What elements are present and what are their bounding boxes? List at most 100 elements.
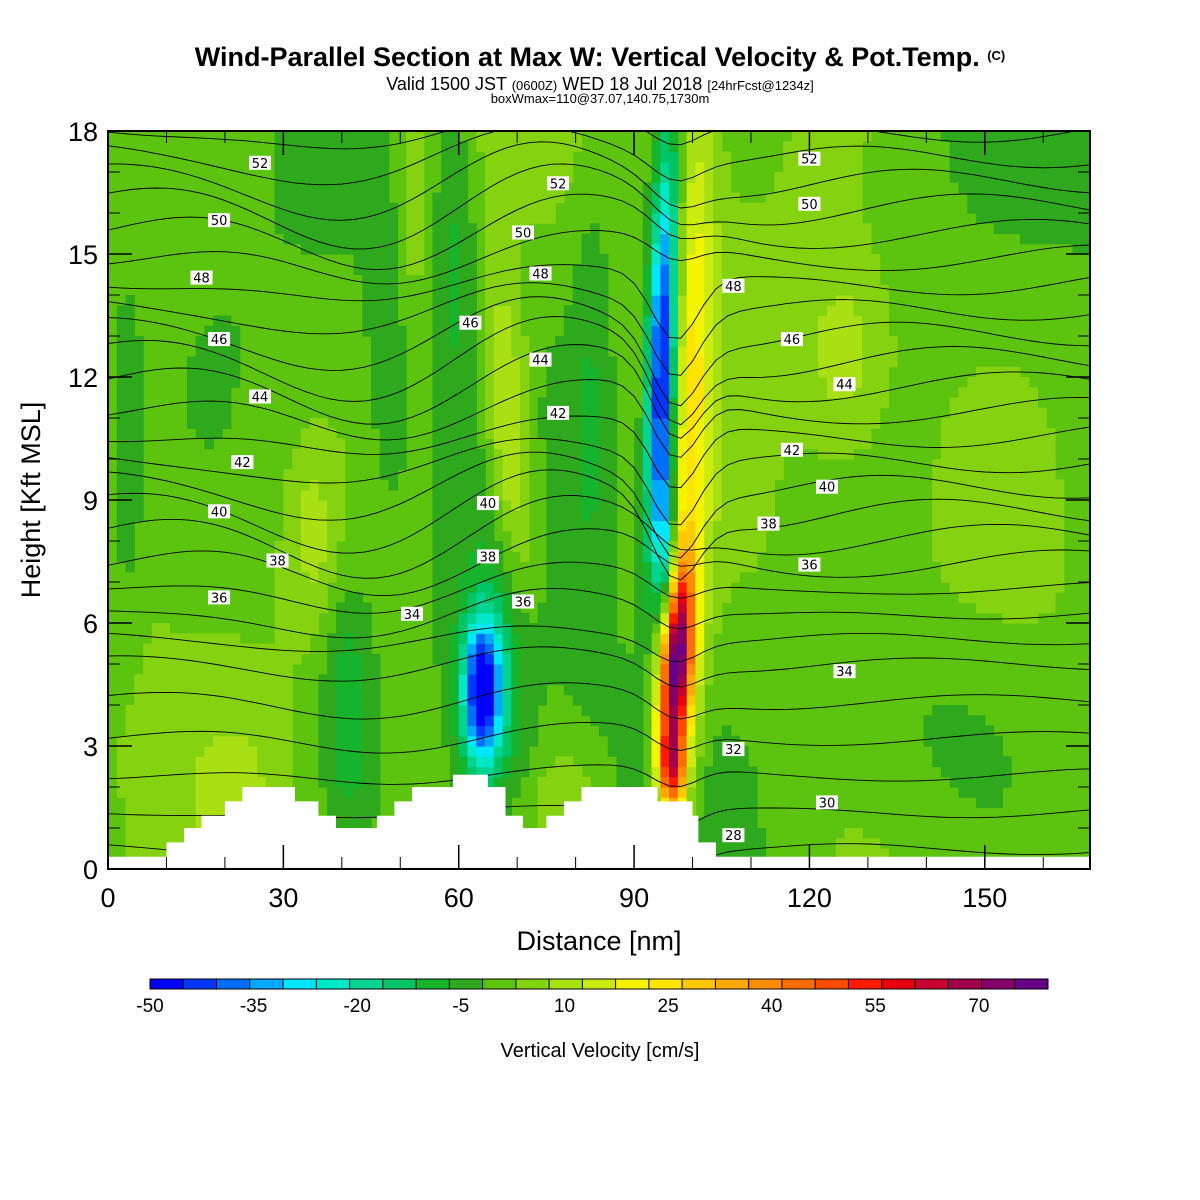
w-cell: [300, 612, 311, 624]
w-cell: [476, 541, 486, 552]
w-cell: [318, 418, 328, 429]
w-cell: [371, 653, 381, 665]
isentrope-line: [108, 721, 1090, 754]
w-cell: [555, 141, 565, 153]
w-cell: [151, 756, 162, 768]
w-cell: [704, 766, 714, 778]
w-cell: [642, 592, 653, 604]
w-cell: [441, 551, 451, 563]
w-cell: [520, 397, 530, 409]
w-cell: [677, 305, 688, 317]
w-cell: [493, 725, 504, 737]
w-cell: [134, 828, 144, 839]
w-cell: [458, 684, 469, 696]
w-cell: [116, 366, 127, 378]
w-cell: [791, 274, 802, 286]
w-cell: [967, 418, 977, 429]
w-cell: [432, 623, 442, 634]
w-cell: [485, 510, 495, 522]
w-cell: [336, 612, 346, 624]
w-cell: [599, 694, 609, 706]
w-cell: [677, 787, 688, 798]
w-cell: [292, 602, 302, 614]
w-cell: [870, 315, 881, 327]
w-cell: [870, 284, 881, 296]
w-cell: [116, 735, 127, 747]
w-cell: [432, 295, 442, 306]
w-cell: [669, 469, 679, 481]
w-cell: [511, 428, 521, 440]
w-cell: [984, 500, 995, 511]
w-cell: [563, 674, 574, 686]
w-cell: [336, 192, 346, 204]
w-cell: [537, 664, 547, 675]
w-cell: [476, 489, 486, 501]
w-cell: [520, 407, 530, 419]
w-cell: [283, 694, 293, 706]
w-cell: [169, 787, 179, 798]
w-cell: [862, 377, 872, 388]
w-cell: [116, 346, 127, 358]
w-cell: [458, 243, 469, 255]
w-cell: [336, 776, 346, 788]
w-cell: [555, 602, 565, 614]
w-cell: [713, 530, 723, 542]
w-cell: [336, 643, 346, 655]
w-cell: [642, 489, 653, 501]
w-cell: [967, 530, 977, 542]
w-cell: [344, 233, 355, 245]
w-cell: [949, 141, 960, 153]
w-cell: [520, 612, 530, 624]
w-cell: [336, 438, 346, 450]
w-cell: [958, 182, 968, 194]
contour-label: 42: [234, 456, 251, 471]
w-cell: [116, 377, 127, 388]
w-cell: [704, 571, 714, 583]
w-cell: [511, 182, 521, 194]
w-cell: [563, 459, 574, 470]
w-cell: [888, 356, 898, 368]
w-cell: [791, 315, 802, 327]
w-cell: [590, 633, 600, 645]
w-cell: [546, 787, 556, 798]
w-cell: [625, 705, 635, 716]
w-cell: [502, 325, 512, 337]
w-cell: [1002, 551, 1012, 563]
w-cell: [642, 305, 653, 317]
w-cell: [353, 223, 363, 235]
w-cell: [318, 223, 328, 235]
w-cell: [686, 715, 697, 727]
w-cell: [695, 223, 705, 235]
w-cell: [485, 213, 495, 224]
w-cell: [318, 766, 328, 778]
w-cell: [1037, 172, 1047, 183]
w-cell: [336, 172, 346, 183]
w-cell: [292, 469, 302, 481]
w-cell: [134, 684, 144, 696]
w-cell: [511, 664, 521, 675]
w-cell: [520, 766, 530, 778]
w-cell: [774, 325, 784, 337]
w-cell: [616, 684, 626, 696]
w-cell: [441, 264, 451, 276]
w-cell: [993, 202, 1003, 214]
w-cell: [160, 684, 170, 696]
w-cell: [984, 530, 995, 542]
w-cell: [827, 397, 837, 409]
w-cell: [677, 561, 688, 573]
w-cell: [239, 735, 249, 747]
w-cell: [502, 797, 512, 809]
w-cell: [546, 377, 556, 388]
w-cell: [669, 418, 679, 429]
w-cell: [809, 243, 819, 255]
w-cell: [949, 715, 960, 727]
w-cell: [388, 243, 398, 255]
w-cell: [134, 510, 144, 522]
w-cell: [730, 776, 740, 788]
w-cell: [555, 192, 565, 204]
w-cell: [476, 602, 486, 614]
w-cell: [783, 233, 793, 245]
w-cell: [660, 213, 670, 224]
w-cell: [458, 141, 469, 153]
w-cell: [134, 715, 144, 727]
